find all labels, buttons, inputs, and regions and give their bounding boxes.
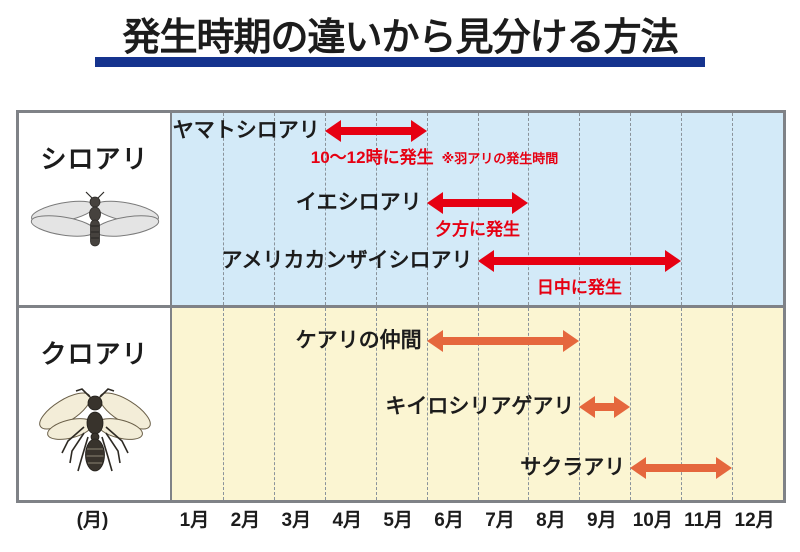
time-of-day-text: 夕方に発生	[435, 220, 520, 239]
arrow-shaft	[593, 403, 617, 411]
month-gridline	[528, 113, 530, 305]
arrow-head-right-icon	[512, 192, 529, 214]
month-tick-label: 3月	[281, 510, 312, 531]
species-row: ヤマトシロアリ 10〜12時に発生 ※羽アリの発生時間	[172, 118, 783, 167]
emergence-range-arrow	[426, 192, 529, 214]
arrow-shaft	[491, 257, 668, 265]
species-name: キイロシリアゲアリ	[385, 395, 575, 418]
month-tick-label: 7月	[485, 510, 515, 531]
section-divider	[19, 305, 783, 308]
page-title: 発生時期の違いから見分ける方法	[122, 17, 678, 59]
timeline-kuroari: ケアリの仲間キイロシリアゲアリサクラアリ	[172, 308, 783, 500]
species-name: ヤマトシロアリ	[172, 119, 320, 142]
arrow-head-left-icon	[579, 396, 596, 418]
month-axis: (月) 1月 2月 3月 4月 5月 6月 7月 8月 9月 10月 11月 12月	[16, 507, 786, 537]
month-tick-label: 11月	[684, 510, 724, 531]
month-axis-labels: 1月 2月 3月 4月 5月 6月 7月 8月 9月 10月 11月 12月	[169, 507, 780, 537]
month-tick-label: 5月	[383, 510, 413, 531]
month-gridline	[681, 308, 683, 500]
section-shiroari: シロアリ	[19, 113, 783, 305]
month-tick-label: 8月	[536, 510, 566, 531]
month-gridline	[273, 308, 275, 500]
species-name: サクラアリ	[520, 456, 626, 479]
arrow-head-left-icon	[630, 457, 647, 479]
kuroari-panel: クロアリ	[19, 308, 170, 500]
arrow-shaft	[440, 337, 566, 345]
month-gridline	[222, 308, 224, 500]
species-name: ケアリの仲間	[295, 329, 422, 352]
month-tick-label: 2月	[230, 510, 261, 531]
emergence-range-arrow	[324, 120, 427, 142]
panel-separator	[170, 308, 172, 500]
species-row: サクラアリ	[172, 455, 783, 481]
species-row: アメリカカンザイシロアリ日中に発生	[172, 248, 783, 297]
ant-illustration	[38, 388, 151, 472]
emergence-time-label: 日中に発生	[537, 273, 622, 298]
emergence-range-arrow	[630, 457, 733, 479]
species-name: イエシロアリ	[295, 191, 422, 214]
emergence-range-arrow	[477, 250, 682, 272]
month-gridline	[681, 113, 683, 305]
time-of-day-text: 10〜12時に発生	[310, 148, 434, 167]
month-gridline	[579, 113, 581, 305]
emergence-time-label: 10〜12時に発生 ※羽アリの発生時間	[311, 143, 558, 168]
emergence-range-arrow	[579, 396, 631, 418]
termite-illustration	[30, 191, 159, 247]
shiroari-panel: シロアリ	[19, 113, 170, 305]
month-gridline	[477, 113, 479, 305]
month-tick-label: 4月	[332, 510, 363, 531]
month-gridline	[732, 308, 734, 500]
winged-ant-note: ※羽アリの発生時間	[441, 151, 559, 166]
timeline-shiroari: ヤマトシロアリ 10〜12時に発生 ※羽アリの発生時間 イエシロアリ 夕方に発生 アメリカ…	[172, 113, 783, 305]
arrow-head-left-icon	[324, 120, 341, 142]
arrow-head-right-icon	[410, 120, 427, 142]
time-of-day-text: 日中に発生	[536, 278, 622, 297]
arrow-shaft	[644, 464, 719, 472]
species-row: キイロシリアゲアリ	[172, 394, 783, 420]
month-gridline	[528, 308, 530, 500]
arrow-head-right-icon	[716, 457, 733, 479]
month-gridline	[477, 308, 479, 500]
month-tick-label: 12月	[734, 510, 775, 531]
section-kuroari: クロアリ	[19, 308, 783, 500]
month-axis-unit: (月)	[76, 510, 109, 531]
arrow-head-right-icon	[665, 250, 682, 272]
species-row: ケアリの仲間	[172, 328, 783, 354]
arrow-head-left-icon	[477, 250, 494, 272]
emergence-range-arrow	[426, 330, 580, 352]
month-gridline	[375, 308, 377, 500]
group-label-shiroari: シロアリ	[40, 144, 149, 174]
panel-separator	[170, 113, 172, 305]
month-gridline	[426, 308, 428, 500]
species-name: アメリカカンザイシロアリ	[221, 249, 473, 272]
arrow-head-left-icon	[426, 330, 443, 352]
month-gridline	[630, 113, 632, 305]
arrow-head-right-icon	[563, 330, 580, 352]
arrow-shaft	[338, 127, 413, 135]
month-gridline	[375, 113, 377, 305]
month-gridline	[273, 113, 275, 305]
group-label-kuroari: クロアリ	[40, 339, 149, 369]
title-underline	[95, 57, 705, 67]
emergence-timeline-chart: シロアリ	[16, 110, 786, 503]
month-tick-label: 1月	[179, 510, 210, 531]
arrow-shaft	[440, 199, 515, 207]
month-gridline	[732, 113, 734, 305]
month-tick-label: 9月	[587, 510, 617, 531]
month-gridline	[324, 113, 326, 305]
arrow-head-right-icon	[614, 396, 631, 418]
month-gridline	[324, 308, 326, 500]
species-row: イエシロアリ 夕方に発生	[172, 190, 783, 239]
month-gridline	[630, 308, 632, 500]
month-tick-label: 10月	[632, 510, 673, 531]
arrow-head-left-icon	[426, 192, 443, 214]
month-tick-label: 6月	[434, 510, 464, 531]
month-gridline	[222, 113, 224, 305]
emergence-time-label: 夕方に発生	[435, 215, 520, 240]
